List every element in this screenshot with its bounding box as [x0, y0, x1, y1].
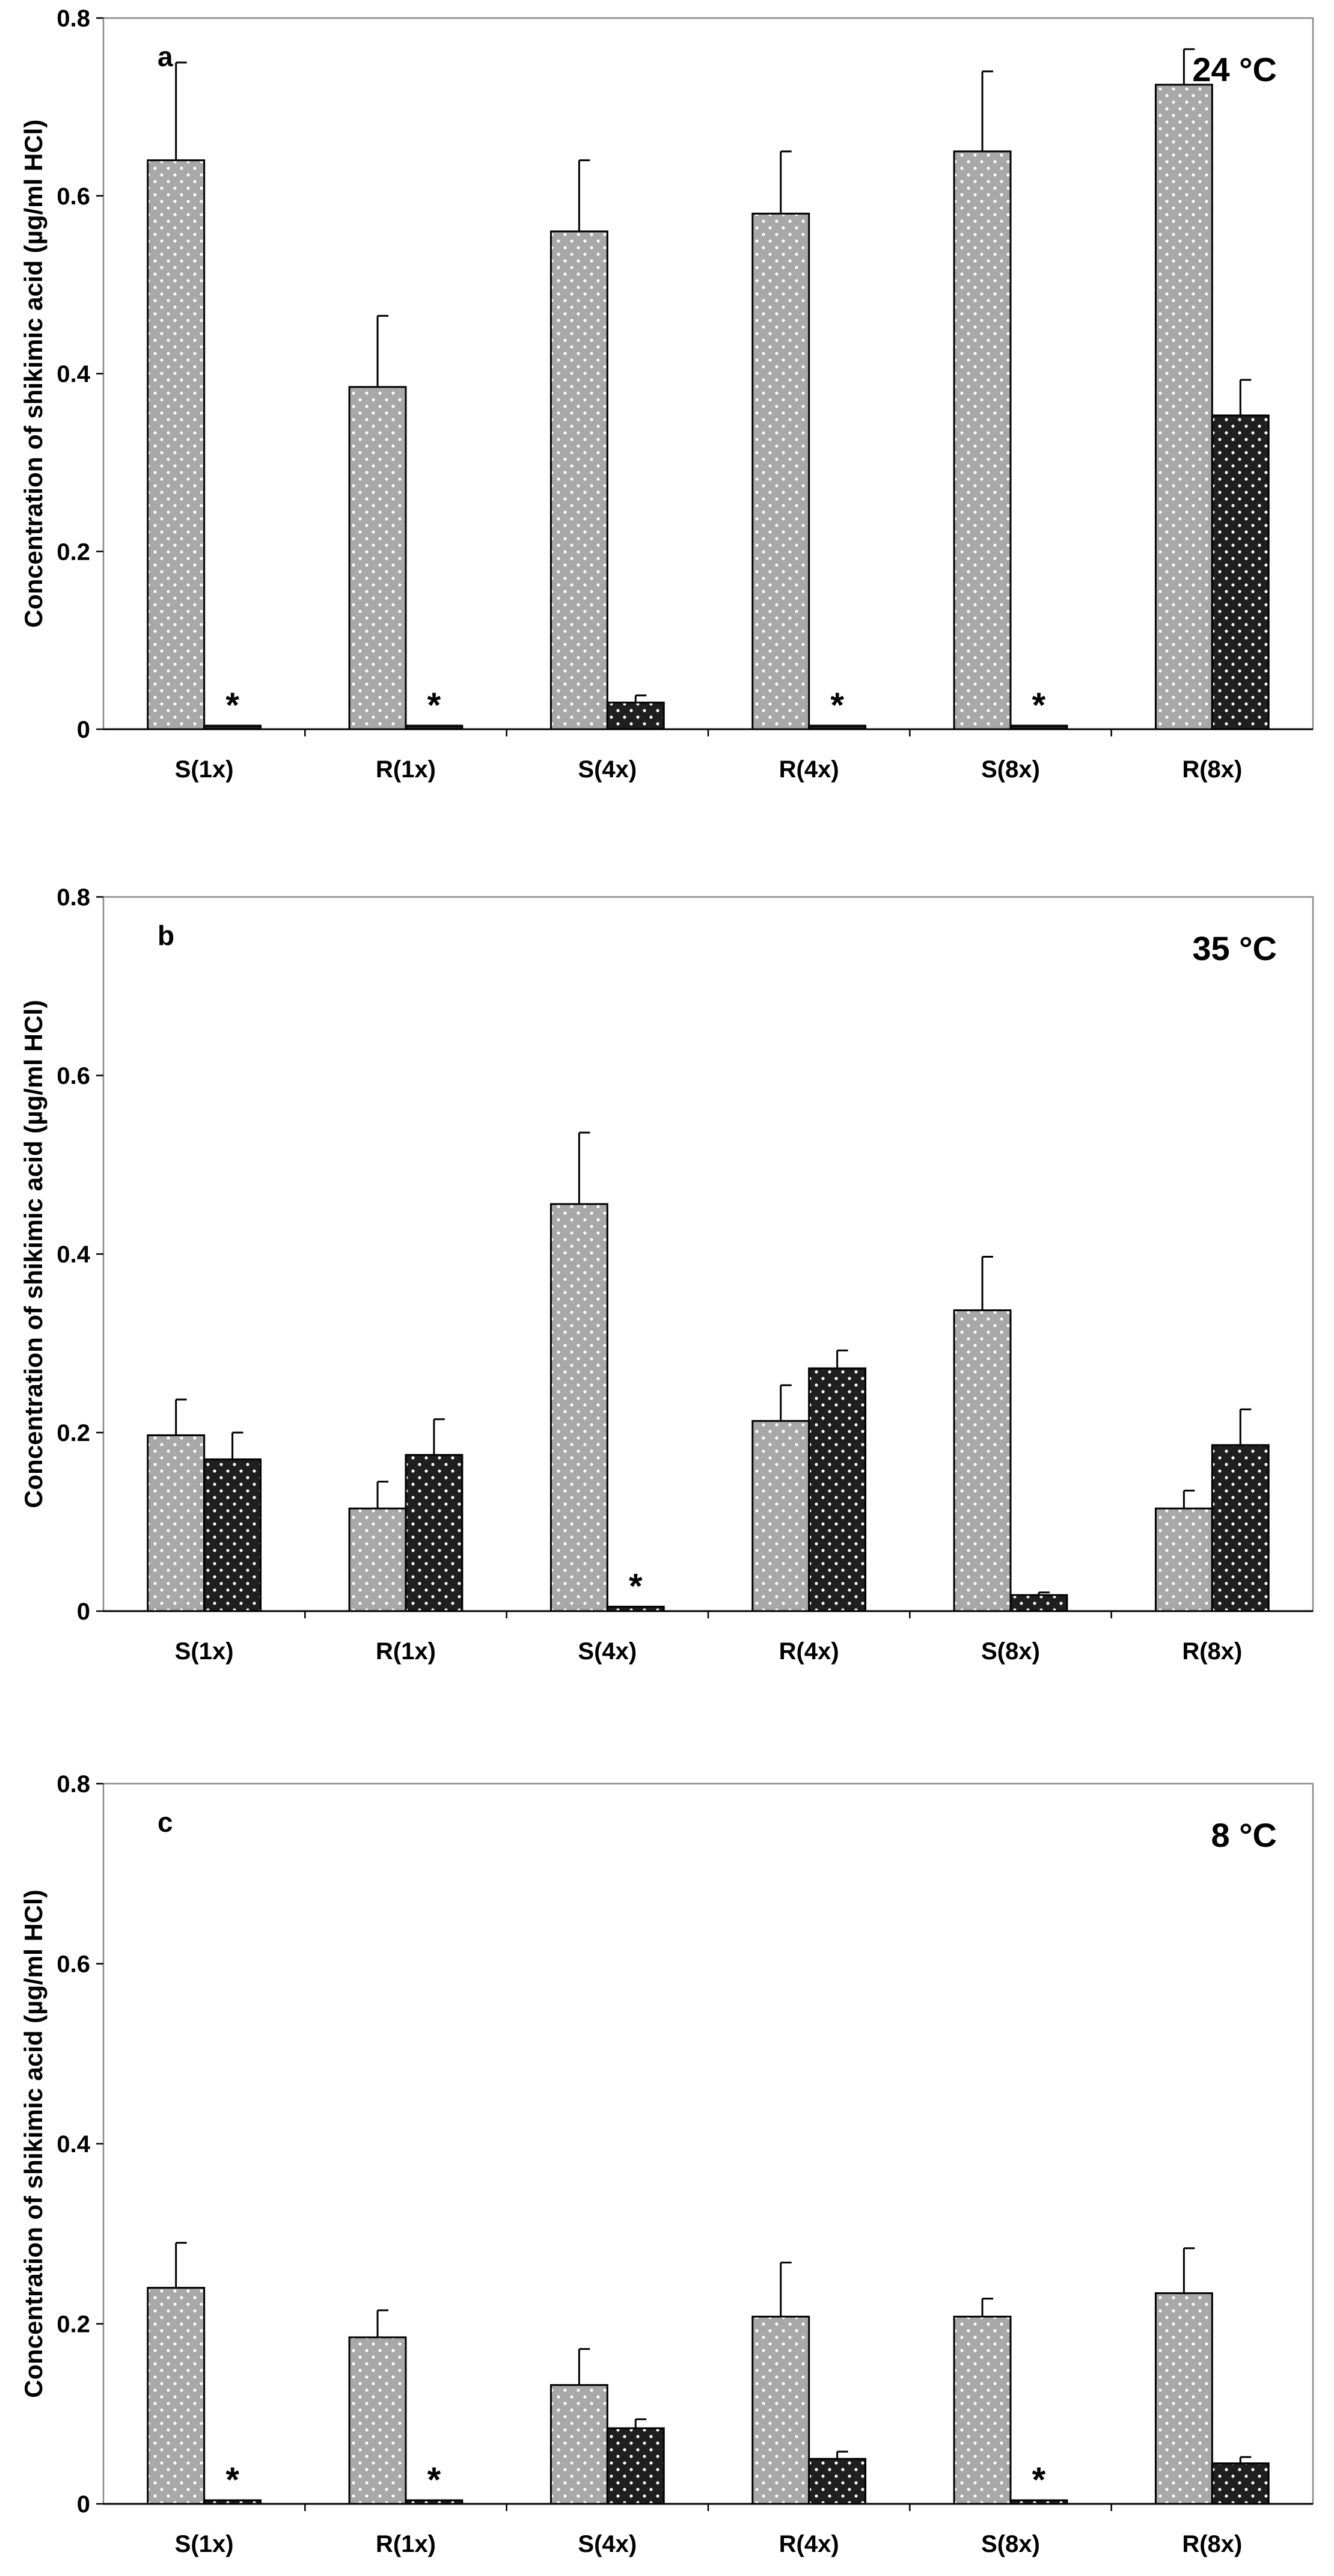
- category-label: R(1x): [376, 2531, 436, 2557]
- y-tick-label: 0: [77, 1599, 90, 1625]
- y-tick-label: 0.2: [57, 539, 90, 565]
- bar-dark: [405, 1454, 464, 1612]
- y-axis-title: Concentration of shikimic acid (µg/ml HC…: [19, 1000, 47, 1508]
- y-axis-title: Concentration of shikimic acid (µg/ml HC…: [19, 120, 47, 628]
- bar-light: [147, 159, 206, 730]
- y-tick-label: 0.8: [57, 884, 90, 911]
- category-label: S(4x): [578, 1638, 637, 1665]
- y-tick-label: 0.4: [57, 361, 90, 388]
- plot-frame: [102, 1782, 1314, 2505]
- y-tick-label: 0.4: [57, 1241, 90, 1268]
- bar-light: [147, 2287, 206, 2505]
- bar-light: [751, 2316, 810, 2505]
- significance-marker: *: [427, 686, 441, 725]
- bar-light: [147, 1434, 206, 1612]
- category-label: R(1x): [376, 1638, 436, 1665]
- bar-dark: [808, 1367, 867, 1612]
- bar-dark: [808, 2458, 867, 2505]
- y-tick-label: 0: [77, 2491, 90, 2518]
- bar-light: [348, 2336, 407, 2505]
- significance-marker: *: [629, 1567, 643, 1606]
- category-label: R(8x): [1182, 1638, 1242, 1665]
- bar-light: [953, 2316, 1012, 2505]
- bar-dark: [1009, 724, 1068, 730]
- chart-panel-b: 0 0.2 0.4 0.6 0.8 Concentration of shikimic a…: [19, 884, 1314, 1665]
- temperature-label: 35 °C: [1192, 929, 1277, 967]
- category-label: S(4x): [578, 756, 637, 783]
- bar-dark: [203, 1458, 262, 1612]
- category-label: R(8x): [1182, 2531, 1242, 2557]
- bar-light: [953, 150, 1012, 730]
- category-label: R(4x): [779, 756, 839, 783]
- category-label: S(1x): [175, 1638, 234, 1665]
- category-label: R(4x): [779, 2531, 839, 2557]
- bar-dark: [1211, 2462, 1270, 2505]
- bar-dark: [203, 724, 262, 730]
- bar-light: [1154, 1507, 1213, 1612]
- y-tick-label: 0.6: [57, 1063, 90, 1089]
- significance-marker: *: [1032, 2461, 1046, 2500]
- bar-light: [549, 230, 608, 730]
- y-tick-label: 0.6: [57, 183, 90, 210]
- y-tick-label: 0.8: [57, 1771, 90, 1797]
- y-tick-label: 0.6: [57, 1951, 90, 1978]
- temperature-label: 8 °C: [1211, 1816, 1277, 1854]
- bar-dark: [1211, 1444, 1270, 1612]
- bar-dark: [606, 1606, 665, 1612]
- bar-dark: [606, 2427, 665, 2505]
- category-label: R(1x): [376, 756, 436, 783]
- category-label: S(8x): [981, 1638, 1040, 1665]
- category-label: S(8x): [981, 2531, 1040, 2557]
- bar-dark: [405, 724, 464, 730]
- bar-light: [953, 1309, 1012, 1612]
- category-label: R(4x): [779, 1638, 839, 1665]
- panel-label: b: [158, 920, 174, 951]
- bar-light: [348, 386, 407, 730]
- y-tick-label: 0.2: [57, 1420, 90, 1446]
- y-tick-label: 0: [77, 717, 90, 743]
- category-label: S(1x): [175, 756, 234, 783]
- y-tick-label: 0.4: [57, 2131, 90, 2158]
- plot-frame: [102, 17, 1314, 730]
- panel-label: a: [158, 41, 173, 72]
- significance-marker: *: [225, 686, 239, 725]
- bar-light: [1154, 84, 1213, 730]
- bar-light: [549, 2384, 608, 2505]
- y-tick-label: 0.8: [57, 5, 90, 32]
- y-axis-title: Concentration of shikimic acid (µg/ml HC…: [19, 1889, 47, 2398]
- category-label: S(1x): [175, 2531, 234, 2557]
- significance-marker: *: [1032, 686, 1046, 725]
- bar-dark: [606, 702, 665, 730]
- bar-dark: [203, 2499, 262, 2505]
- category-label: S(8x): [981, 756, 1040, 783]
- y-tick-label: 0.2: [57, 2311, 90, 2338]
- chart-panel-c: 0 0.2 0.4 0.6 0.8 Concentration of shikimic a…: [19, 1771, 1314, 2557]
- bar-light: [549, 1203, 608, 1612]
- panel-label: c: [158, 1807, 173, 1838]
- bar-dark: [1009, 1594, 1068, 1612]
- chart-panel-a: 0 0.2 0.4 0.6 0.8 Concentration of shikimic a…: [19, 5, 1314, 783]
- bar-light: [348, 1507, 407, 1612]
- plot-frame: [102, 896, 1314, 1612]
- category-label: R(8x): [1182, 756, 1242, 783]
- bar-light: [1154, 2292, 1213, 2505]
- temperature-label: 24 °C: [1192, 50, 1277, 88]
- bar-dark: [405, 2499, 464, 2505]
- bar-dark: [808, 724, 867, 730]
- bar-light: [751, 1420, 810, 1612]
- significance-marker: *: [427, 2461, 441, 2500]
- bar-light: [751, 212, 810, 730]
- bar-dark: [1009, 2499, 1068, 2505]
- significance-marker: *: [225, 2461, 239, 2500]
- bar-dark: [1211, 414, 1270, 730]
- significance-marker: *: [830, 686, 844, 725]
- category-label: S(4x): [578, 2531, 637, 2557]
